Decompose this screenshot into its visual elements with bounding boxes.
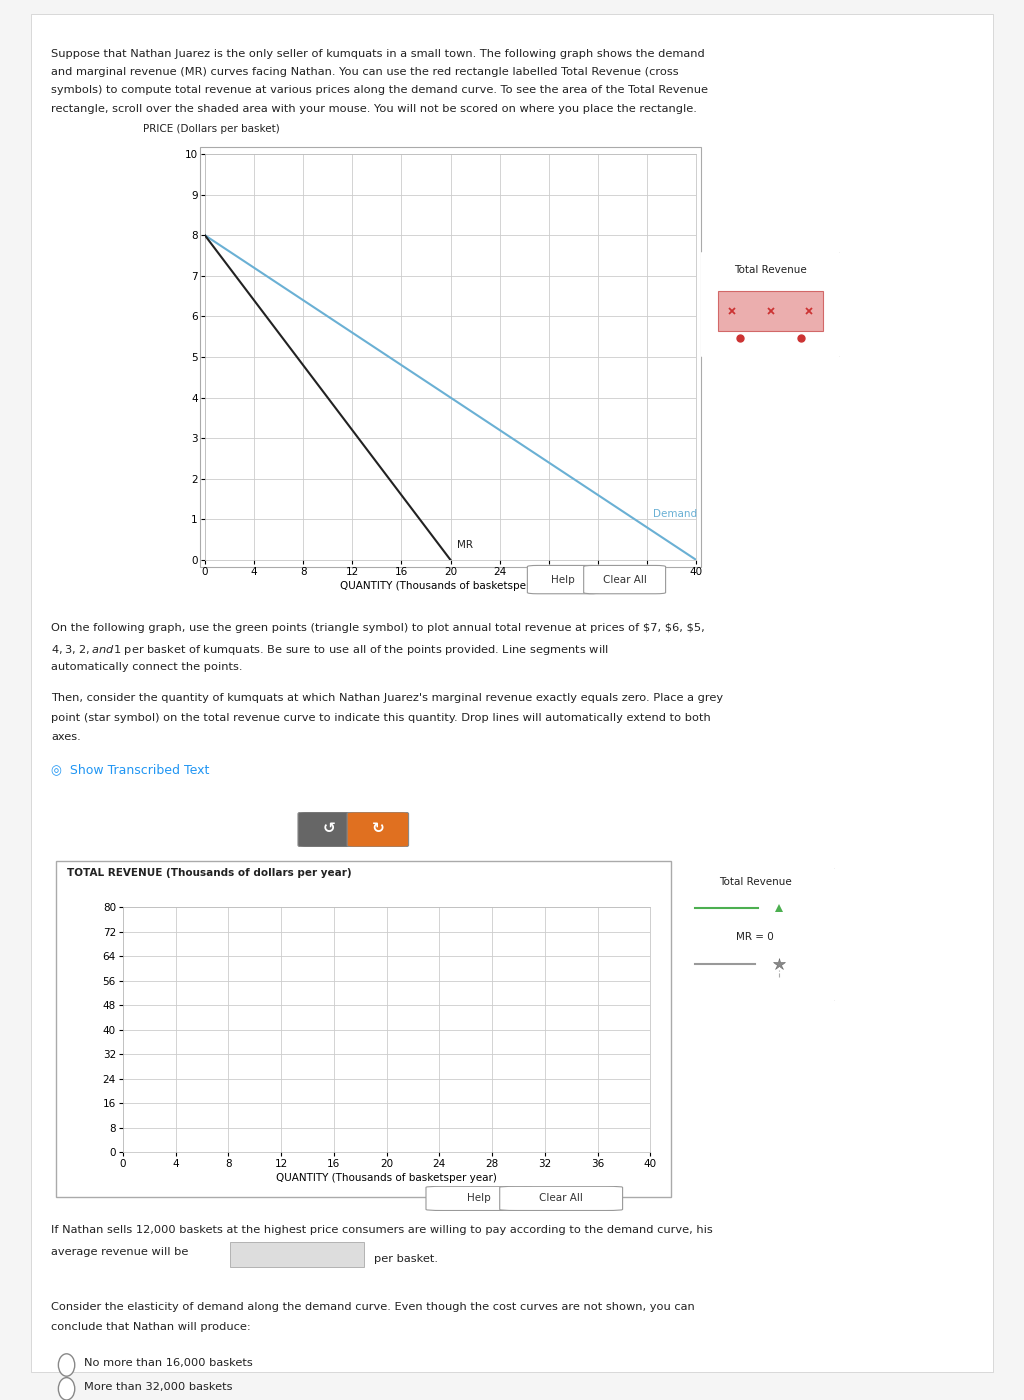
Bar <box>56 861 671 1197</box>
FancyBboxPatch shape <box>298 812 359 847</box>
X-axis label: QUANTITY (Thousands of basketsper year): QUANTITY (Thousands of basketsper year) <box>340 581 561 591</box>
Bar <box>230 1242 364 1267</box>
Text: ↻: ↻ <box>372 822 384 836</box>
Bar <box>718 291 823 330</box>
Text: Consider the elasticity of demand along the demand curve. Even though the cost c: Consider the elasticity of demand along … <box>51 1302 695 1312</box>
Text: On the following graph, use the green points (triangle symbol) to plot annual to: On the following graph, use the green po… <box>51 623 705 633</box>
Text: rectangle, scroll over the shaded area with your mouse. You will not be scored o: rectangle, scroll over the shaded area w… <box>51 104 697 113</box>
Text: PRICE (Dollars per basket): PRICE (Dollars per basket) <box>143 123 281 134</box>
Text: point (star symbol) on the total revenue curve to indicate this quantity. Drop l: point (star symbol) on the total revenue… <box>51 713 711 722</box>
Text: conclude that Nathan will produce:: conclude that Nathan will produce: <box>51 1322 251 1331</box>
Text: and marginal revenue (MR) curves facing Nathan. You can use the red rectangle la: and marginal revenue (MR) curves facing … <box>51 67 679 77</box>
FancyBboxPatch shape <box>347 812 409 847</box>
Bar <box>200 147 701 567</box>
FancyBboxPatch shape <box>674 867 837 1002</box>
Text: symbols) to compute total revenue at various prices along the demand curve. To s: symbols) to compute total revenue at var… <box>51 85 709 95</box>
Text: $4, $3, $2, and $1 per basket of kumquats. Be sure to use all of the points prov: $4, $3, $2, and $1 per basket of kumquat… <box>51 643 609 657</box>
Text: TOTAL REVENUE (Thousands of dollars per year): TOTAL REVENUE (Thousands of dollars per … <box>67 868 351 878</box>
Circle shape <box>58 1378 75 1400</box>
FancyBboxPatch shape <box>426 1186 532 1211</box>
Text: ↺: ↺ <box>323 822 335 836</box>
Text: Clear All: Clear All <box>540 1193 583 1204</box>
Text: Demand: Demand <box>653 510 697 519</box>
FancyBboxPatch shape <box>500 1186 623 1211</box>
Text: automatically connect the points.: automatically connect the points. <box>51 662 243 672</box>
Text: If Nathan sells 12,000 baskets at the highest price consumers are willing to pay: If Nathan sells 12,000 baskets at the hi… <box>51 1225 713 1235</box>
Text: Help: Help <box>551 574 575 585</box>
Text: axes.: axes. <box>51 732 81 742</box>
Text: per basket.: per basket. <box>374 1254 438 1264</box>
Text: ◎  Show Transcribed Text: ◎ Show Transcribed Text <box>51 763 210 776</box>
Text: Suppose that Nathan Juarez is the only seller of kumquats in a small town. The f: Suppose that Nathan Juarez is the only s… <box>51 49 705 59</box>
Text: More than 32,000 baskets: More than 32,000 baskets <box>84 1382 232 1392</box>
Text: Total Revenue: Total Revenue <box>719 878 792 888</box>
Text: Clear All: Clear All <box>603 574 646 585</box>
Text: MR: MR <box>457 540 473 550</box>
Text: Total Revenue: Total Revenue <box>734 265 807 274</box>
Circle shape <box>58 1354 75 1376</box>
Text: No more than 16,000 baskets: No more than 16,000 baskets <box>84 1358 253 1368</box>
Text: MR = 0: MR = 0 <box>736 932 774 942</box>
X-axis label: QUANTITY (Thousands of basketsper year): QUANTITY (Thousands of basketsper year) <box>276 1173 497 1183</box>
Text: Then, consider the quantity of kumquats at which Nathan Juarez's marginal revenu: Then, consider the quantity of kumquats … <box>51 693 723 703</box>
FancyBboxPatch shape <box>700 251 841 358</box>
FancyBboxPatch shape <box>584 566 666 594</box>
Text: Help: Help <box>467 1193 492 1204</box>
FancyBboxPatch shape <box>527 566 599 594</box>
Text: average revenue will be: average revenue will be <box>51 1247 196 1257</box>
